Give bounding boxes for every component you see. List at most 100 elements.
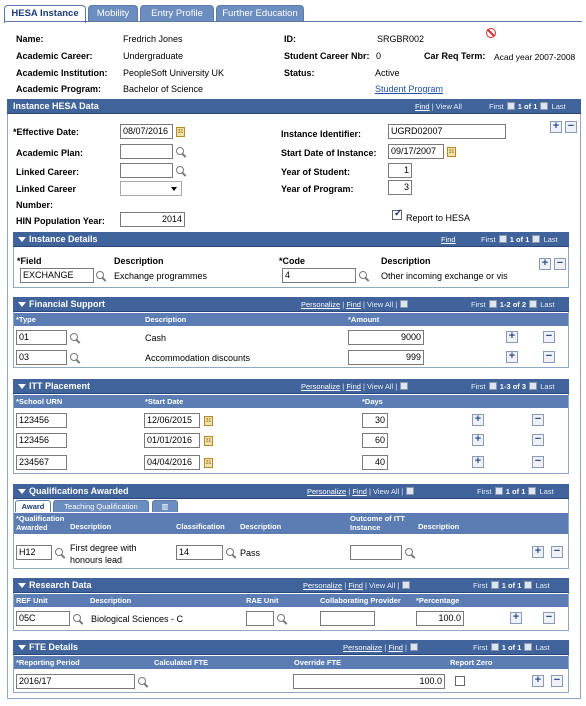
prev-arrow-icon[interactable] bbox=[494, 487, 503, 495]
start-date-input[interactable]: 09/17/2007 bbox=[388, 144, 444, 159]
view-all-link[interactable]: View All bbox=[369, 581, 396, 590]
prev-arrow-icon[interactable] bbox=[488, 382, 497, 390]
year-program-input[interactable]: 3 bbox=[388, 180, 412, 195]
days-input[interactable]: 30 bbox=[362, 413, 388, 428]
personalize-link[interactable]: Personalize bbox=[301, 300, 341, 309]
tab-entry-profile[interactable]: Entry Profile bbox=[140, 5, 214, 22]
instance-id-input[interactable]: UGRD02007 bbox=[388, 124, 506, 139]
col-description[interactable]: Description bbox=[70, 522, 112, 531]
delete-row-button[interactable]: − bbox=[543, 351, 555, 363]
next-arrow-icon[interactable] bbox=[524, 581, 533, 589]
error-icon[interactable] bbox=[486, 28, 496, 38]
classification-input[interactable]: 14 bbox=[176, 545, 223, 560]
search-icon[interactable] bbox=[96, 271, 106, 281]
student-program-link[interactable]: Student Program bbox=[375, 84, 444, 94]
report-hesa-checkbox[interactable]: ✓ bbox=[392, 208, 403, 220]
collapse-arrow-icon[interactable] bbox=[18, 237, 26, 242]
search-icon[interactable] bbox=[70, 333, 80, 343]
personalize-link[interactable]: Personalize bbox=[303, 581, 343, 590]
delete-row-button[interactable]: − bbox=[551, 675, 563, 687]
next-arrow-icon[interactable] bbox=[540, 102, 549, 110]
find-link[interactable]: Find bbox=[352, 487, 367, 496]
add-row-button[interactable]: + bbox=[506, 331, 518, 343]
collaborating-provider-input[interactable] bbox=[320, 611, 375, 626]
personalize-link[interactable]: Personalize bbox=[301, 382, 341, 391]
override-fte-input[interactable]: 100.0 bbox=[293, 674, 445, 689]
school-urn-input[interactable]: 123456 bbox=[16, 433, 67, 448]
report-zero-checkbox[interactable] bbox=[455, 676, 465, 686]
days-input[interactable]: 40 bbox=[362, 455, 388, 470]
calendar-icon[interactable]: 31 bbox=[204, 458, 213, 468]
search-icon[interactable] bbox=[277, 614, 287, 624]
start-date-input[interactable]: 01/01/2016 bbox=[144, 433, 200, 448]
prev-arrow-icon[interactable] bbox=[488, 300, 497, 308]
search-icon[interactable] bbox=[176, 166, 186, 176]
add-row-button[interactable]: + bbox=[510, 612, 522, 624]
delete-row-button[interactable]: − bbox=[551, 546, 563, 558]
next-arrow-icon[interactable] bbox=[529, 382, 538, 390]
grid-icon[interactable] bbox=[402, 581, 411, 589]
col-override-fte[interactable]: Override FTE bbox=[294, 658, 342, 667]
col-type[interactable]: *Type bbox=[16, 315, 36, 324]
school-urn-input[interactable]: 234567 bbox=[16, 455, 67, 470]
col-ref-unit[interactable]: REF Unit bbox=[16, 596, 48, 605]
calendar-icon[interactable]: 31 bbox=[176, 127, 185, 137]
prev-arrow-icon[interactable] bbox=[498, 235, 507, 243]
add-row-button[interactable]: + bbox=[539, 258, 551, 270]
col-report-zero[interactable]: Report Zero bbox=[450, 658, 493, 667]
next-arrow-icon[interactable] bbox=[532, 235, 541, 243]
view-all-link[interactable]: View All bbox=[367, 382, 394, 391]
delete-row-button[interactable]: − bbox=[543, 331, 555, 343]
add-row-button[interactable]: + bbox=[550, 121, 562, 133]
add-row-button[interactable]: + bbox=[506, 351, 518, 363]
search-icon[interactable] bbox=[226, 548, 236, 558]
delete-row-button[interactable]: − bbox=[532, 456, 544, 468]
type-input[interactable]: 01 bbox=[16, 330, 67, 345]
view-all-link[interactable]: View All bbox=[435, 102, 462, 111]
academic-plan-input[interactable] bbox=[120, 144, 173, 159]
prev-arrow-icon[interactable] bbox=[490, 581, 499, 589]
delete-row-button[interactable]: − bbox=[532, 434, 544, 446]
reporting-period-input[interactable]: 2016/17 bbox=[16, 674, 135, 689]
find-link[interactable]: Find bbox=[388, 643, 403, 652]
type-input[interactable]: 03 bbox=[16, 350, 67, 365]
code-input[interactable]: 4 bbox=[282, 268, 356, 283]
view-all-link[interactable]: View All bbox=[373, 487, 400, 496]
days-input[interactable]: 60 bbox=[362, 433, 388, 448]
find-link[interactable]: Find bbox=[441, 235, 456, 244]
linked-career-input[interactable] bbox=[120, 163, 173, 178]
tab-hesa-instance[interactable]: HESA Instance bbox=[4, 5, 86, 23]
year-student-input[interactable]: 1 bbox=[388, 163, 412, 178]
col-description[interactable]: Description bbox=[240, 522, 282, 531]
col-description[interactable]: Description bbox=[418, 522, 460, 531]
search-icon[interactable] bbox=[405, 548, 415, 558]
personalize-link[interactable]: Personalize bbox=[343, 643, 383, 652]
col-rae-unit[interactable]: RAE Unit bbox=[246, 596, 279, 605]
col-start-date[interactable]: *Start Date bbox=[145, 397, 184, 406]
col-outcome[interactable]: Outcome of ITT Instance bbox=[350, 514, 405, 532]
tab-further-education[interactable]: Further Education bbox=[216, 5, 304, 22]
subtab-teaching-qualification[interactable]: Teaching Qualification bbox=[53, 500, 149, 512]
col-qualification[interactable]: *Qualification Awarded bbox=[16, 514, 65, 532]
grid-icon[interactable] bbox=[400, 382, 409, 390]
next-arrow-icon[interactable] bbox=[529, 300, 538, 308]
col-classification[interactable]: Classification bbox=[176, 522, 225, 531]
show-all-columns-icon[interactable]: ▥ bbox=[152, 500, 178, 512]
col-calculated-fte[interactable]: Calculated FTE bbox=[154, 658, 209, 667]
search-icon[interactable] bbox=[73, 614, 83, 624]
collapse-arrow-icon[interactable] bbox=[18, 583, 26, 588]
grid-icon[interactable] bbox=[406, 487, 415, 495]
col-percentage[interactable]: *Percentage bbox=[416, 596, 460, 605]
school-urn-input[interactable]: 123456 bbox=[16, 413, 67, 428]
delete-row-button[interactable]: − bbox=[565, 121, 577, 133]
field-input[interactable]: EXCHANGE bbox=[20, 268, 94, 283]
effective-date-input[interactable]: 08/07/2016 bbox=[120, 124, 173, 139]
outcome-input[interactable] bbox=[350, 545, 402, 560]
calendar-icon[interactable]: 31 bbox=[204, 436, 213, 446]
col-description[interactable]: Description bbox=[90, 596, 132, 605]
amount-input[interactable]: 9000 bbox=[348, 330, 424, 345]
add-row-button[interactable]: + bbox=[532, 546, 544, 558]
collapse-arrow-icon[interactable] bbox=[18, 302, 26, 307]
find-link[interactable]: Find bbox=[348, 581, 363, 590]
col-amount[interactable]: *Amount bbox=[348, 315, 380, 324]
